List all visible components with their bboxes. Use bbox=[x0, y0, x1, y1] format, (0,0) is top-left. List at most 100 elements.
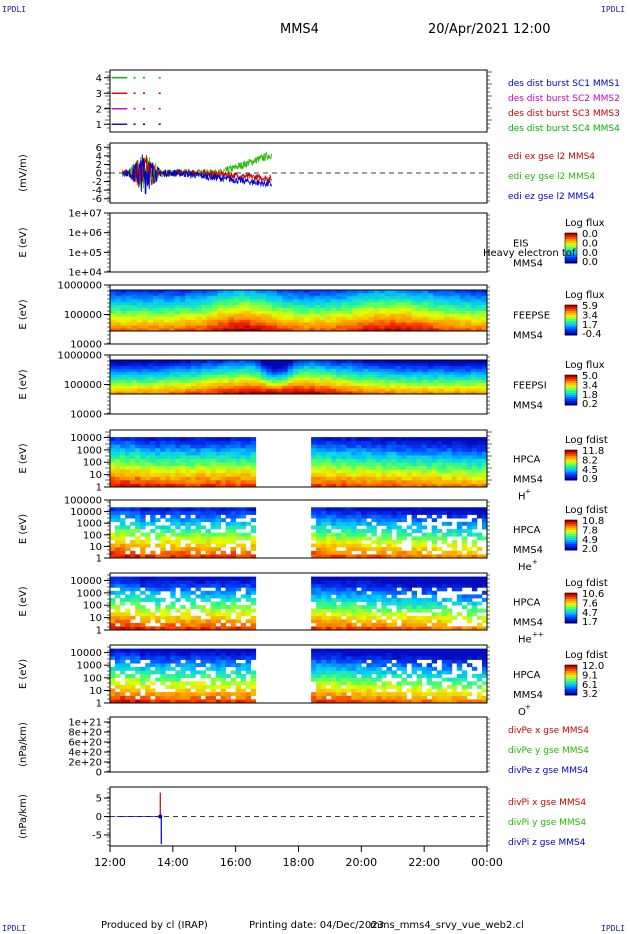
hpca-h-spectrogram-cell bbox=[371, 462, 377, 467]
hpca-he1-spectrogram-cell bbox=[200, 510, 206, 515]
feeps-electron-spectrogram-cell bbox=[153, 298, 159, 303]
feeps-electron-spectrogram-cell bbox=[481, 304, 488, 308]
hpca-he2-spectrogram-cell bbox=[130, 576, 136, 581]
feeps-electron-spectrogram-cell bbox=[131, 310, 138, 314]
hpca-he1-spectrogram-cell bbox=[326, 514, 332, 519]
hpca-he2-spectrogram-cell bbox=[416, 622, 422, 627]
hpca-h-spectrogram-cell bbox=[311, 444, 317, 449]
hpca-he1-spectrogram-cell bbox=[376, 507, 382, 512]
feeps-ion-spectrogram-cell bbox=[443, 360, 450, 364]
feeps-electron-spectrogram-cell bbox=[438, 290, 445, 294]
hpca-he1-spectrogram-cell bbox=[446, 521, 453, 526]
hpca-o-spectrogram-cell bbox=[155, 652, 161, 657]
hpca-he1-spectrogram-cell bbox=[180, 554, 186, 559]
feeps-electron-spectrogram-cell bbox=[422, 290, 429, 294]
hpca-he1-spectrogram-cell bbox=[361, 543, 367, 548]
hpca-he2-spectrogram-cell bbox=[366, 580, 372, 585]
hpca-h-spectrogram-cell bbox=[235, 440, 242, 445]
hpca-h-spectrogram-cell bbox=[346, 440, 352, 445]
feeps-ion-spectrogram-cell bbox=[320, 374, 326, 378]
feeps-ion-spectrogram-cell bbox=[212, 379, 219, 383]
feeps-electron-spectrogram-cell bbox=[126, 325, 132, 329]
feeps-electron-spectrogram-cell bbox=[400, 328, 407, 332]
feeps-electron-spectrogram-cell bbox=[460, 313, 466, 317]
feeps-electron-spectrogram-cell bbox=[250, 292, 256, 297]
feeps-ion-spectrogram-cell bbox=[373, 365, 380, 369]
hpca-he2-spectrogram-cell bbox=[230, 605, 236, 610]
hpca-he2-spectrogram-cell bbox=[200, 590, 206, 595]
hpca-h-spectrogram-cell bbox=[240, 454, 247, 459]
hpca-he1-spectrogram-cell bbox=[150, 507, 156, 512]
hpca-he2-spectrogram-cell bbox=[115, 608, 121, 613]
hpca-he1-spectrogram-cell bbox=[371, 547, 377, 552]
feeps-ion-spectrogram-cell bbox=[223, 362, 229, 366]
feeps-ion-spectrogram-cell bbox=[206, 377, 213, 381]
hpca-he1-spectrogram-cell bbox=[110, 532, 116, 537]
feeps-electron-spectrogram-cell bbox=[201, 301, 208, 305]
hpca-o-spectrogram-cell bbox=[145, 677, 151, 682]
hpca-he2-spectrogram-cell bbox=[351, 605, 357, 610]
hpca-h-spectrogram-cell bbox=[441, 454, 448, 459]
hpca-h-spectrogram-cell bbox=[130, 479, 136, 484]
hpca-he2-spectrogram-cell bbox=[165, 612, 171, 617]
hpca-h-spectrogram-cell bbox=[250, 472, 257, 477]
hpca-he2-spectrogram-cell bbox=[135, 605, 141, 610]
hpca-h-spectrogram-cell bbox=[341, 469, 347, 474]
hpca-h-spectrogram-cell bbox=[356, 458, 362, 463]
hpca-he2-spectrogram-cell bbox=[130, 615, 136, 620]
hpca-he2-spectrogram-cell bbox=[361, 576, 367, 581]
hpca-he2-spectrogram-cell bbox=[421, 597, 428, 602]
feeps-electron-spectrogram-cell bbox=[293, 295, 299, 300]
feeps-electron-spectrogram-cell bbox=[206, 325, 213, 329]
eis-colorbar-segment bbox=[565, 237, 577, 240]
hpca-h-spectrogram-cell bbox=[401, 472, 407, 477]
feeps-ion-spectrogram-cell bbox=[277, 365, 283, 369]
hpca-h-spectrogram-cell bbox=[205, 465, 211, 470]
feeps-ion-spectrogram-cell bbox=[400, 379, 407, 383]
hpca-he2-spectrogram-cell bbox=[230, 587, 236, 592]
feeps-ion-spectrogram-cell bbox=[271, 365, 278, 369]
feeps-ion-spectrogram-cell bbox=[314, 368, 321, 372]
hpca-he1-spectrogram-cell bbox=[150, 510, 156, 515]
hpca-o-spectrogram-cell bbox=[220, 699, 226, 704]
hpca-he1-spectrogram-cell bbox=[321, 539, 327, 544]
hpca-he1-spectrogram-cell bbox=[200, 518, 206, 523]
hpca-he1-spectrogram-cell bbox=[351, 536, 357, 541]
feeps-ion-spectrogram-cell bbox=[400, 385, 407, 389]
hpca-o-spectrogram-cell bbox=[205, 659, 211, 664]
eis-colorbar-segment bbox=[565, 239, 577, 242]
hpca-h-spectrogram-cell bbox=[411, 454, 417, 459]
hpca-he1-spectrogram-cell bbox=[205, 554, 211, 559]
hpca-he1-spectrogram-cell bbox=[421, 518, 428, 523]
eis-colorbar-segment bbox=[565, 247, 577, 250]
feeps-electron-spectrogram-cell bbox=[190, 290, 197, 294]
hpca-he2-spectrogram-cell bbox=[421, 580, 428, 585]
hpca-he1-spectrogram-cell bbox=[115, 507, 121, 512]
feeps-ion-spectrogram-cell bbox=[185, 391, 192, 395]
feeps-electron-spectrogram-cell bbox=[147, 307, 154, 311]
feeps-ion-spectrogram-cell bbox=[233, 368, 240, 372]
hpca-he1-spectrogram-cell bbox=[482, 521, 488, 526]
hpca-he1-spectrogram-cell bbox=[200, 554, 206, 559]
feeps-ion-spectrogram-cell bbox=[460, 391, 466, 395]
feeps-electron-spectrogram-cell bbox=[325, 295, 332, 300]
hpca-h-spectrogram-cell bbox=[316, 469, 322, 474]
feeps-electron-spectrogram-cell bbox=[411, 295, 418, 300]
feeps-ion-spectrogram-cell bbox=[373, 379, 380, 383]
feeps-electron-spectrogram-cell bbox=[314, 307, 321, 311]
hpca-o-spectrogram-cell bbox=[185, 655, 191, 660]
feeps-electron-spectrogram-cell bbox=[136, 290, 143, 294]
hpca-he1-spectrogram-cell bbox=[336, 550, 342, 555]
feeps-electron-spectrogram-cell bbox=[320, 316, 326, 320]
feeps-electron-spectrogram-cell bbox=[147, 310, 154, 314]
feeps-electron-spectrogram-cell bbox=[260, 304, 267, 308]
feeps-electron-spectrogram-cell bbox=[120, 290, 127, 294]
hpca-h-spectrogram-cell bbox=[125, 454, 131, 459]
hpca-o-spectrogram-cell bbox=[170, 652, 176, 657]
feeps-ion-spectrogram-cell bbox=[244, 391, 251, 395]
feeps-electron-spectrogram-cell bbox=[228, 298, 235, 303]
hpca-h-spectrogram-cell bbox=[175, 469, 181, 474]
hpca-h-spectrogram-cell bbox=[160, 444, 166, 449]
feeps-ion-spectrogram-cell bbox=[282, 377, 289, 381]
hpca-he1-spectrogram-cell bbox=[351, 554, 357, 559]
